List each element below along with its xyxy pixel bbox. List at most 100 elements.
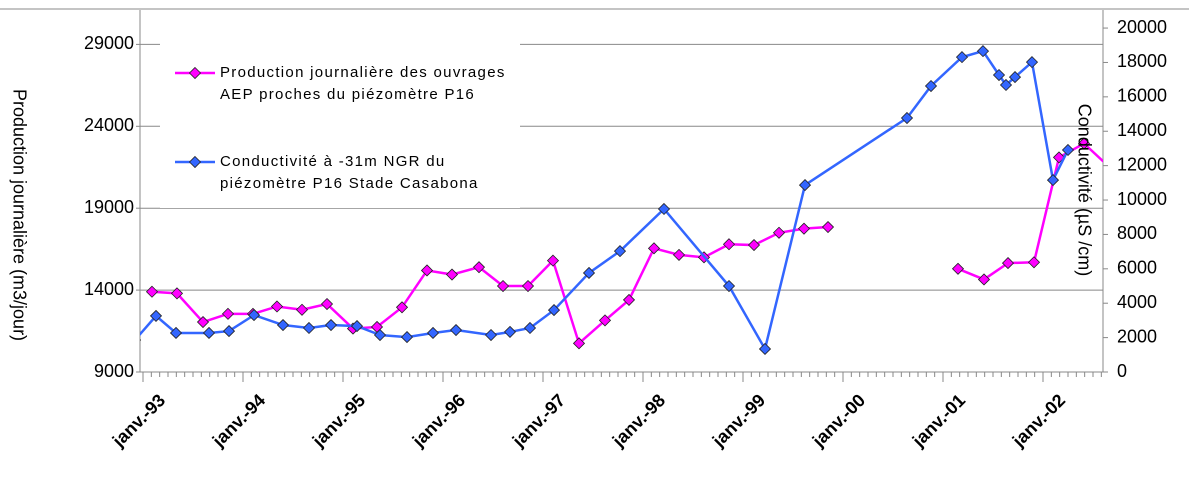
y2-axis-label: Conductivité (µS /cm) <box>1074 104 1094 276</box>
x-tick-label: janv.-98 <box>608 390 669 451</box>
data-point <box>647 242 661 255</box>
data-point <box>503 325 517 338</box>
data-point <box>350 320 364 333</box>
data-point <box>295 303 309 316</box>
data-point <box>170 287 184 300</box>
data-point <box>221 307 235 320</box>
legend-marker <box>188 155 202 169</box>
y-tick-label: 14000 <box>84 279 134 299</box>
data-point <box>798 179 812 192</box>
data-point <box>1008 71 1022 84</box>
data-point <box>445 268 459 281</box>
data-point <box>797 222 811 235</box>
data-point <box>821 220 835 234</box>
data-point <box>320 297 334 311</box>
data-point <box>145 285 159 298</box>
data-point <box>484 328 498 342</box>
y-tick-label: 29000 <box>84 33 134 53</box>
data-point <box>722 238 736 251</box>
x-tick-label: janv.-96 <box>408 390 469 451</box>
x-tick-label: janv.-95 <box>308 390 369 451</box>
data-point <box>270 300 284 313</box>
y2-tick-label: 2000 <box>1117 326 1157 346</box>
data-point <box>202 326 216 340</box>
data-point <box>400 331 414 344</box>
series-line <box>140 49 1070 353</box>
legend-marker <box>188 66 202 80</box>
data-point <box>999 78 1013 92</box>
data-point <box>1052 151 1066 164</box>
data-point <box>521 279 535 293</box>
data-point <box>449 323 463 337</box>
data-point <box>169 326 183 340</box>
data-point <box>247 309 261 322</box>
data-point <box>900 111 914 125</box>
y2-tick-label: 14000 <box>1117 120 1167 140</box>
y2-tick-label: 8000 <box>1117 223 1157 243</box>
data-point <box>722 279 736 293</box>
legend-background <box>160 28 520 208</box>
y2-tick-label: 0 <box>1117 361 1127 381</box>
data-point <box>582 266 596 280</box>
y-tick-label: 24000 <box>84 115 134 135</box>
data-point <box>149 309 163 323</box>
y2-tick-label: 6000 <box>1117 258 1157 278</box>
y-tick-label: 9000 <box>94 361 134 381</box>
data-point <box>222 325 236 338</box>
legend-label: Production journalière des ouvrages AEP … <box>220 64 506 103</box>
data-point <box>572 337 586 350</box>
data-point <box>426 326 440 340</box>
data-point <box>140 338 142 342</box>
data-point <box>951 262 965 275</box>
data-point <box>924 79 938 93</box>
y2-tick-label: 4000 <box>1117 292 1157 312</box>
data-point <box>546 254 560 267</box>
x-tick-label: janv.-93 <box>108 390 169 451</box>
y2-tick-label: 20000 <box>1117 17 1167 37</box>
data-point <box>992 68 1006 82</box>
x-tick-label: janv.-99 <box>708 390 769 451</box>
data-point <box>196 315 210 329</box>
data-point <box>1027 256 1041 269</box>
data-point <box>276 318 290 332</box>
data-point <box>420 264 434 277</box>
x-tick-label: janv.-02 <box>1008 390 1069 451</box>
data-point <box>672 248 686 261</box>
data-point <box>496 279 510 293</box>
data-point <box>1046 174 1060 187</box>
data-point <box>758 342 772 356</box>
data-point <box>472 261 486 274</box>
x-tick-label: janv.-01 <box>908 390 969 451</box>
y-axis-label: Production journalière (m3/jour) <box>9 89 29 341</box>
x-tick-label: janv.-00 <box>808 390 869 451</box>
data-point <box>747 238 761 252</box>
y2-tick-label: 12000 <box>1117 154 1167 174</box>
y2-tick-label: 18000 <box>1117 51 1167 71</box>
data-point <box>302 321 316 335</box>
data-point <box>324 318 338 332</box>
data-point <box>1001 257 1015 270</box>
y-tick-label: 19000 <box>84 197 134 217</box>
data-point <box>955 51 969 64</box>
data-point <box>373 328 387 342</box>
data-point <box>613 245 627 258</box>
data-point <box>1025 56 1039 69</box>
data-point <box>622 293 636 306</box>
data-point <box>976 45 990 58</box>
y2-tick-label: 10000 <box>1117 189 1167 209</box>
data-point <box>523 321 537 335</box>
y2-tick-label: 16000 <box>1117 86 1167 106</box>
data-point <box>1077 137 1091 150</box>
data-point <box>657 202 671 216</box>
x-tick-label: janv.-94 <box>208 390 269 451</box>
data-point <box>598 314 612 327</box>
legend-label: Conductivité à -31m NGR du piézomètre P1… <box>220 153 479 192</box>
data-point <box>547 304 561 317</box>
data-point <box>772 226 786 239</box>
data-point <box>395 301 409 314</box>
data-point <box>977 273 991 286</box>
x-tick-label: janv.-97 <box>508 390 569 451</box>
data-point <box>1061 143 1075 157</box>
